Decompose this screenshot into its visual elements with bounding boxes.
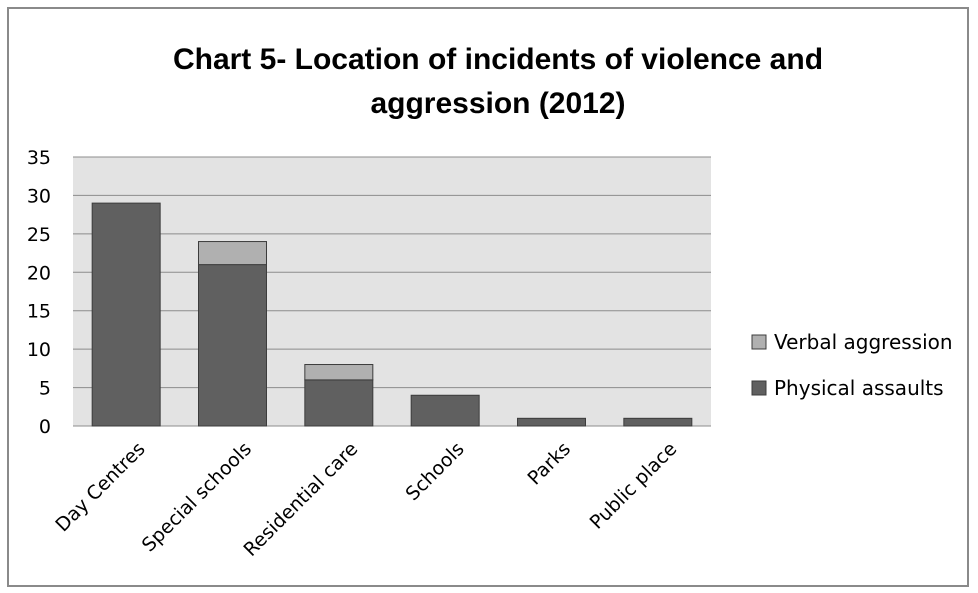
gridlines <box>73 156 711 427</box>
x-tick-label: Public place <box>586 438 682 534</box>
bar-physical-assaults <box>91 202 161 427</box>
bar-verbal-aggression <box>198 241 267 266</box>
y-tick-label: 10 <box>27 339 51 361</box>
y-tick-label: 25 <box>27 224 51 246</box>
bar-physical-assaults <box>517 417 586 427</box>
x-tick-label: Parks <box>523 438 575 490</box>
bar-verbal-aggression <box>304 364 374 381</box>
x-tick-label: Day Centres <box>51 438 149 536</box>
bar-physical-assaults <box>410 394 480 427</box>
legend-label: Physical assaults <box>774 376 944 400</box>
bar-physical-assaults <box>623 417 693 427</box>
bar-physical-assaults <box>198 264 267 427</box>
y-tick-label: 35 <box>27 147 51 169</box>
chart-title-line-1: Chart 5- Location of incidents of violen… <box>173 43 823 76</box>
legend-swatch <box>751 380 767 396</box>
plot-area <box>73 157 711 426</box>
bar-physical-assaults <box>304 379 374 427</box>
legend-label: Verbal aggression <box>774 330 953 354</box>
chart-title-line-2: aggression (2012) <box>370 87 625 120</box>
bars <box>91 202 693 427</box>
y-tick-label: 5 <box>39 378 51 400</box>
y-tick-label: 30 <box>27 185 51 207</box>
y-tick-label: 0 <box>39 416 51 438</box>
x-tick-label: Schools <box>402 438 469 505</box>
y-tick-label: 15 <box>27 301 51 323</box>
x-tick-label: Residential care <box>239 438 362 561</box>
x-tick-label: Special schools <box>138 438 256 556</box>
chart-title: Chart 5- Location of incidents of violen… <box>173 43 823 120</box>
y-tick-label: 20 <box>27 262 51 284</box>
y-axis-ticks: 0 5 10 15 20 25 30 35 <box>27 147 51 438</box>
legend-swatch <box>751 334 767 350</box>
legend: Verbal aggression Physical assaults <box>751 330 953 400</box>
